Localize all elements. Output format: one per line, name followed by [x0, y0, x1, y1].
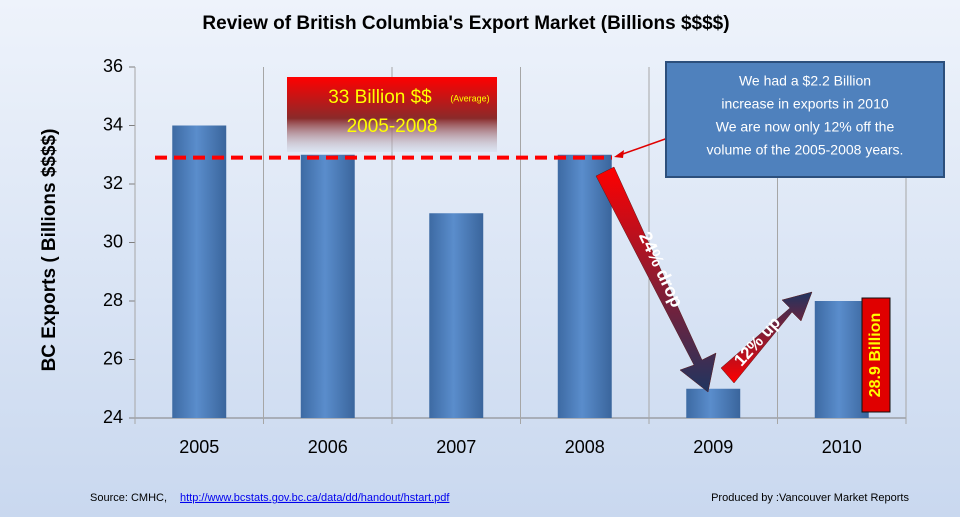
callout-line: increase in exports in 2010: [721, 96, 889, 112]
bar-label: 28.9 Billion: [867, 313, 884, 397]
y-tick-label: 24: [103, 407, 123, 427]
bar: [172, 125, 227, 418]
bar-label-box: [861, 297, 891, 413]
x-tick-label: 2010: [822, 437, 862, 457]
callout-line: We are now only 12% off the: [716, 119, 895, 135]
x-tick-label: 2008: [565, 437, 605, 457]
callout-line: We had a $2.2 Billion: [739, 73, 871, 89]
bar: [429, 213, 484, 418]
y-tick-label: 28: [103, 290, 123, 310]
chart-title: Review of British Columbia's Export Mark…: [202, 13, 729, 34]
y-tick-label: 26: [103, 348, 123, 368]
bar: [814, 301, 869, 418]
up-arrow: [720, 291, 813, 384]
source-link[interactable]: http://www.bcstats.gov.bc.ca/data/dd/han…: [180, 492, 450, 504]
average-box: [287, 77, 497, 152]
x-tick-label: 2009: [693, 437, 733, 457]
x-tick-label: 2005: [179, 437, 219, 457]
x-tick-label: 2007: [436, 437, 476, 457]
y-tick-label: 30: [103, 231, 123, 251]
average-period: 2005-2008: [347, 116, 438, 137]
x-tick-label: 2006: [308, 437, 348, 457]
credit: Produced by :Vancouver Market Reports: [711, 492, 909, 504]
callout-pointer-head: [614, 150, 624, 158]
y-tick-label: 34: [103, 114, 123, 134]
average-note: (Average): [450, 93, 489, 103]
y-tick-label: 32: [103, 173, 123, 193]
plot-area: 24 26 28 30 32 34 36 2005 2006 2007 2008 2009 2010: [103, 56, 907, 457]
callout-box: [665, 61, 945, 178]
bar: [300, 154, 355, 418]
drop-arrow: [595, 166, 717, 393]
y-tick-label: 36: [103, 56, 123, 76]
bar: [686, 388, 741, 418]
bar: [557, 154, 612, 418]
y-axis-label: BC Exports ( Billions $$$$): [39, 129, 60, 372]
average-label: 33 Billion $$: [328, 87, 432, 108]
callout-line: volume of the 2005-2008 years.: [707, 142, 904, 158]
source: Source: CMHC,: [90, 492, 167, 504]
callout-pointer: [616, 137, 669, 157]
